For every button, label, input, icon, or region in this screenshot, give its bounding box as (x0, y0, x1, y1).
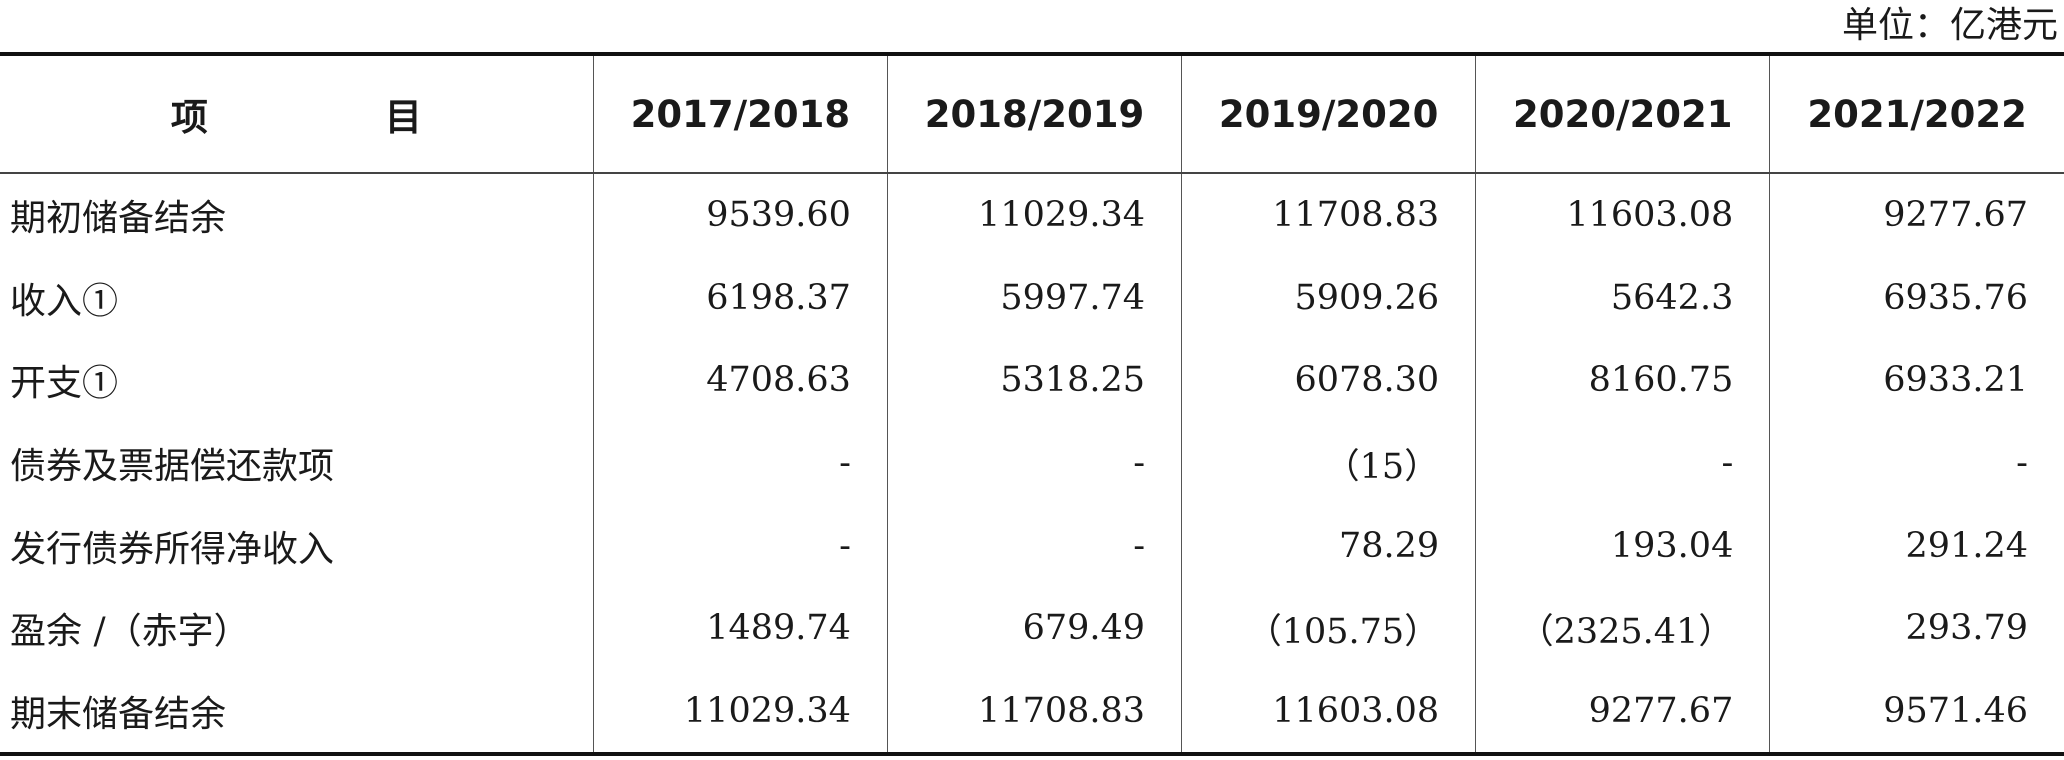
table-body: 期初储备结余 9539.60 11029.34 11708.83 11603.0… (0, 173, 2064, 755)
table-cell: 5997.74 (886, 256, 1182, 340)
table-cell: 11603.08 (1475, 173, 1770, 257)
row-label: 开支① (10, 363, 119, 405)
fiscal-reserves-table: 项 目 2017/2018 2018/2019 2019/2020 2020/2… (0, 52, 2064, 757)
header-year-2020-2021: 2020/2021 (1475, 54, 1770, 174)
table-cell: 6198.37 (592, 256, 888, 340)
table-row: 盈余 /（赤字） 1489.74 679.49 （105.75） （2325.4… (0, 586, 2064, 670)
table-cell: 193.04 (1475, 504, 1770, 587)
row-label: 盈余 /（赤字） (10, 611, 250, 653)
table-cell: 679.49 (886, 586, 1182, 670)
table-cell: 291.24 (1769, 504, 2064, 587)
table-cell: （105.75） (1181, 586, 1476, 670)
header-year-2019-2020: 2019/2020 (1181, 54, 1476, 174)
table-cell: （15） (1181, 421, 1476, 505)
header-item: 项 目 (0, 54, 594, 174)
table-cell: 9277.67 (1769, 173, 2064, 257)
table-cell: 6933.21 (1769, 339, 2064, 422)
table-row: 开支① 4708.63 5318.25 6078.30 8160.75 6933… (0, 339, 2064, 422)
table-row: 债券及票据偿还款项 - - （15） - - (0, 421, 2064, 505)
table-cell: 4708.63 (592, 339, 888, 422)
table-cell: 1489.74 (592, 586, 888, 670)
table-cell: - (1475, 421, 1770, 505)
header-year-2021-2022: 2021/2022 (1769, 54, 2064, 174)
row-label: 期初储备结余 (10, 198, 227, 240)
table-cell: 6078.30 (1181, 339, 1476, 422)
header-year-2018-2019: 2018/2019 (886, 54, 1182, 174)
header-year-2017-2018: 2017/2018 (592, 54, 888, 174)
table-row: 期初储备结余 9539.60 11029.34 11708.83 11603.0… (0, 173, 2064, 257)
table-cell: 11029.34 (592, 669, 888, 755)
row-label: 收入① (10, 280, 119, 322)
table-cell: 78.29 (1181, 504, 1476, 587)
table-cell: 11708.83 (886, 669, 1182, 755)
table-cell: 9571.46 (1769, 669, 2064, 755)
row-label: 期末储备结余 (10, 693, 227, 735)
table-header: 项 目 2017/2018 2018/2019 2019/2020 2020/2… (0, 54, 2064, 174)
table-cell: 6935.76 (1769, 256, 2064, 340)
table-cell: 11708.83 (1181, 173, 1476, 257)
header-row: 项 目 2017/2018 2018/2019 2019/2020 2020/2… (0, 54, 2064, 174)
table-cell: 5318.25 (886, 339, 1182, 422)
table-cell: 293.79 (1769, 586, 2064, 670)
table-cell: - (886, 421, 1182, 505)
table-cell: 8160.75 (1475, 339, 1770, 422)
table-cell: 11029.34 (886, 173, 1182, 257)
table-row: 收入① 6198.37 5997.74 5909.26 5642.3 6935.… (0, 256, 2064, 340)
table-cell: 5642.3 (1475, 256, 1770, 340)
table-cell: - (1769, 421, 2064, 505)
table-cell: - (592, 421, 888, 505)
row-label: 债券及票据偿还款项 (10, 446, 335, 488)
row-label: 发行债券所得净收入 (10, 528, 335, 570)
table-cell: （2325.41） (1475, 586, 1770, 670)
table-cell: - (886, 504, 1182, 587)
table-row: 发行债券所得净收入 - - 78.29 193.04 291.24 (0, 504, 2064, 587)
unit-label: 单位：亿港元 (1841, 5, 2058, 46)
table-cell: 11603.08 (1181, 669, 1476, 755)
table-cell: 5909.26 (1181, 256, 1476, 340)
table-cell: - (592, 504, 888, 587)
table-row: 期末储备结余 11029.34 11708.83 11603.08 9277.6… (0, 669, 2064, 755)
table-cell: 9539.60 (592, 173, 888, 257)
table-cell: 9277.67 (1475, 669, 1770, 755)
